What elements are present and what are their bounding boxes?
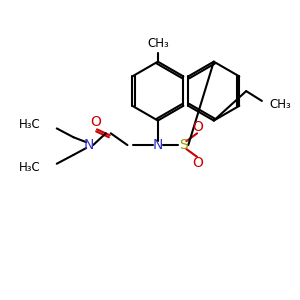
Text: N: N xyxy=(153,138,163,152)
Text: CH₃: CH₃ xyxy=(147,37,169,50)
Text: S: S xyxy=(179,138,188,152)
Text: H₃C: H₃C xyxy=(19,118,41,131)
Text: H₃C: H₃C xyxy=(19,161,41,174)
Text: O: O xyxy=(193,120,203,134)
Text: O: O xyxy=(193,156,203,170)
Text: CH₃: CH₃ xyxy=(270,98,292,111)
Text: N: N xyxy=(84,138,94,152)
Text: O: O xyxy=(91,115,101,128)
